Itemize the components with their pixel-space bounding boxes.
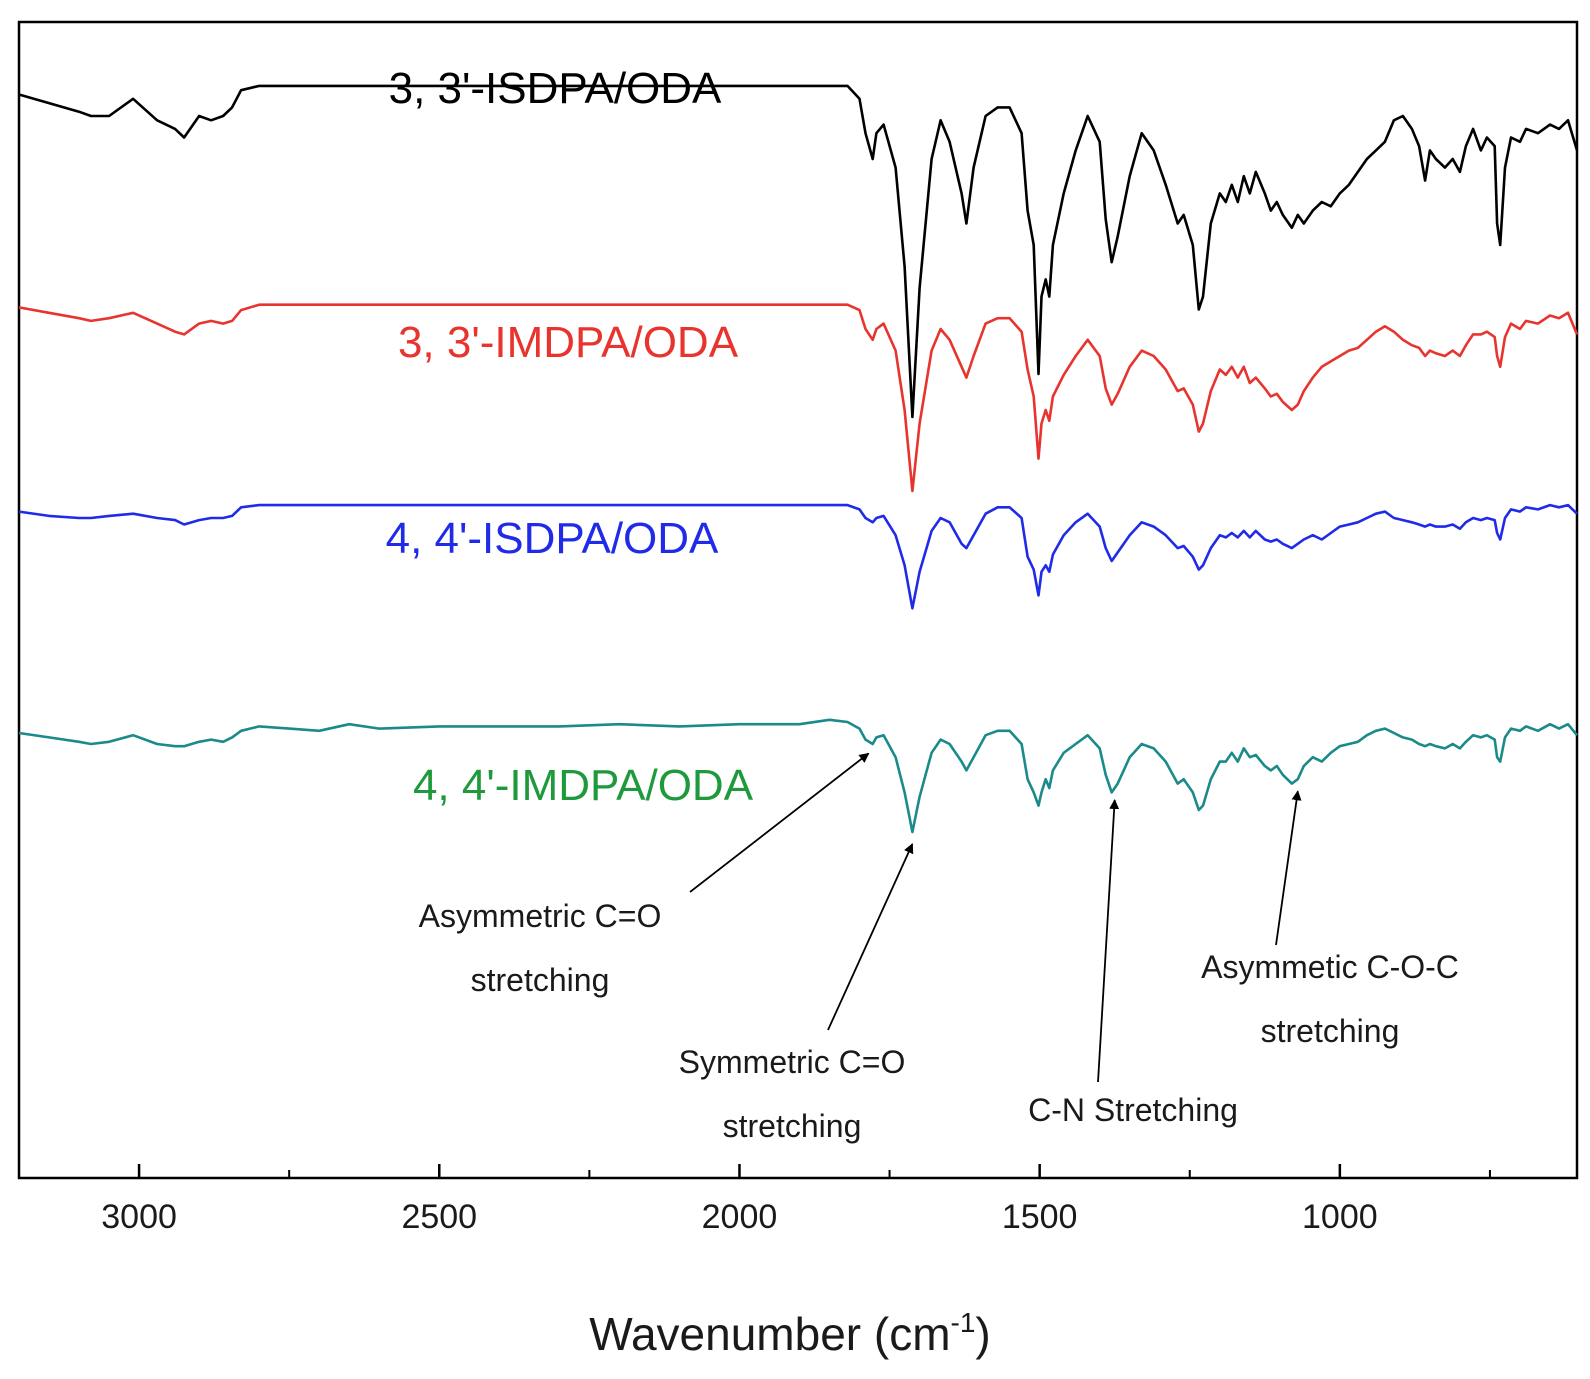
annotation-1: Asymmetric C=O stretching <box>419 752 870 998</box>
x-tick-label: 2000 <box>702 1198 778 1236</box>
annotation-3: C-N Stretching <box>1028 799 1238 1128</box>
annotation-arrow <box>1097 799 1120 1083</box>
annotation-text: stretching <box>1261 1013 1400 1049</box>
annotations: Asymmetric C=O stretching Symmetric C=O str… <box>419 752 1459 1144</box>
annotation-arrow <box>1275 790 1302 946</box>
annotation-text: stretching <box>723 1108 862 1144</box>
series-label-1: 3, 3'-ISDPA/ODA <box>389 64 722 113</box>
annotation-2: Symmetric C=O stretching <box>679 843 914 1144</box>
annotation-text: Asymmetic C-O-C <box>1201 949 1459 985</box>
series-line-4 <box>18 718 1579 834</box>
series-line-1 <box>18 84 1579 419</box>
annotation-arrow <box>827 843 914 1031</box>
series-label-2: 3, 3'-IMDPA/ODA <box>398 318 739 367</box>
series-labels: 3, 3'-ISDPA/ODA 3, 3'-IMDPA/ODA 4, 4'-ISDP… <box>386 64 754 810</box>
x-axis-title-close: ) <box>975 1308 990 1360</box>
series-lines <box>18 84 1579 834</box>
x-axis-tick-labels: 3000 2500 2000 1500 1000 <box>101 1198 1377 1236</box>
series-line-3 <box>18 503 1578 610</box>
annotation-text: C-N Stretching <box>1028 1092 1238 1128</box>
annotation-arrow <box>689 752 870 893</box>
x-tick-label: 1500 <box>1002 1198 1078 1236</box>
series-label-4: 4, 4'-IMDPA/ODA <box>413 761 754 810</box>
series-label-3: 4, 4'-ISDPA/ODA <box>386 514 719 563</box>
annotation-text: Asymmetric C=O <box>419 898 662 934</box>
series-line-2 <box>18 303 1579 493</box>
x-tick-label: 3000 <box>101 1198 177 1236</box>
x-axis-title: Wavenumber (cm-1) <box>589 1307 991 1360</box>
annotation-text: Symmetric C=O <box>679 1044 906 1080</box>
x-axis-title-main: Wavenumber (cm <box>589 1308 950 1360</box>
plot-frame <box>17 20 1579 1180</box>
x-axis-title-superscript: -1 <box>951 1307 976 1338</box>
annotation-text: stretching <box>471 962 610 998</box>
x-tick-label: 2500 <box>401 1198 477 1236</box>
annotation-4: Asymmetic C-O-C stretching <box>1201 790 1459 1049</box>
x-axis-ticks <box>137 1164 1491 1178</box>
x-tick-label: 1000 <box>1302 1198 1378 1236</box>
